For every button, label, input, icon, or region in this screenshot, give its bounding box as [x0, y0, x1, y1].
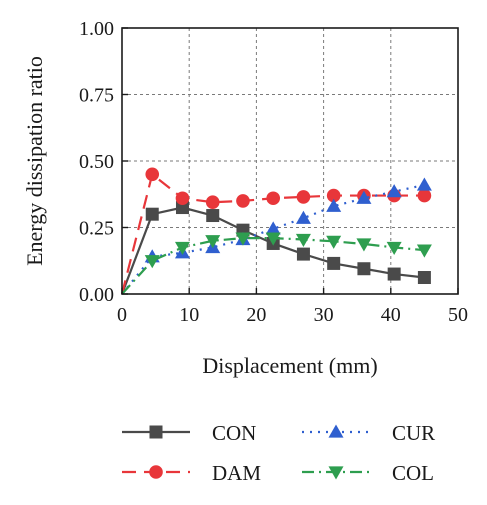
ticks: 0 10 20 30 40 50 0.00 0.25 0.50 0.75 1.00	[79, 18, 468, 326]
legend-label-col: COL	[392, 461, 434, 485]
legend-item-dam: DAM	[122, 461, 261, 485]
legend-marker-col	[328, 466, 344, 480]
series-col	[121, 232, 432, 295]
x-tick-label: 0	[117, 304, 127, 326]
x-axis-title: Displacement (mm)	[202, 353, 377, 378]
series-line-con	[120, 206, 425, 295]
data-point-cur	[295, 210, 311, 224]
legend: CON CUR DAM COL	[122, 421, 435, 485]
series-con	[120, 201, 431, 295]
x-tick-label: 10	[179, 304, 199, 326]
data-point-con	[206, 209, 220, 223]
data-point-col	[356, 238, 372, 252]
legend-label-con: CON	[212, 421, 256, 445]
data-point-col	[295, 233, 311, 247]
data-point-con	[357, 262, 371, 276]
data-point-dam	[236, 194, 250, 208]
x-tick-label: 30	[314, 304, 334, 326]
data-point-dam	[326, 188, 341, 203]
y-tick-label: 1.00	[79, 18, 114, 40]
legend-item-con: CON	[122, 421, 256, 445]
data-point-cur	[386, 184, 402, 198]
data-point-col	[174, 241, 190, 255]
legend-marker-con	[149, 425, 163, 439]
data-point-con	[387, 267, 401, 281]
data-point-con	[296, 247, 310, 261]
data-point-cur	[356, 190, 372, 204]
data-point-col	[416, 244, 432, 258]
data-point-con	[175, 201, 189, 215]
x-tick-label: 40	[381, 304, 401, 326]
data-point-con	[417, 271, 431, 285]
legend-item-col: COL	[302, 461, 434, 485]
data-point-col	[205, 235, 221, 249]
data-point-cur	[326, 198, 342, 212]
grid	[122, 28, 458, 294]
x-tick-label: 50	[448, 304, 468, 326]
y-tick-label: 0.25	[79, 218, 114, 240]
data-point-dam	[296, 190, 311, 204]
data-point-col	[235, 232, 251, 246]
data-point-dam	[266, 191, 281, 206]
y-tick-label: 0.00	[79, 284, 114, 306]
y-tick-label: 0.50	[79, 151, 114, 173]
legend-label-cur: CUR	[392, 421, 435, 445]
data-point-col	[265, 232, 281, 246]
data-point-cur	[265, 221, 281, 235]
legend-label-dam: DAM	[212, 461, 261, 485]
x-tick-label: 20	[246, 304, 266, 326]
data-point-col	[326, 235, 342, 249]
data-point-con	[327, 256, 341, 270]
data-point-dam	[175, 191, 190, 206]
legend-marker-cur	[328, 424, 344, 438]
data-point-dam	[145, 167, 160, 182]
legend-item-cur: CUR	[302, 421, 435, 445]
y-axis-title: Energy dissipation ratio	[22, 56, 47, 266]
data-point-col	[144, 255, 160, 269]
data-point-con	[145, 207, 159, 221]
y-tick-label: 0.75	[79, 85, 114, 107]
data-point-col	[386, 241, 402, 255]
data-point-cur	[416, 177, 432, 191]
data-point-dam	[205, 195, 220, 210]
data-point-dam	[417, 188, 432, 203]
legend-marker-dam	[149, 465, 163, 479]
series-layer	[120, 167, 432, 295]
